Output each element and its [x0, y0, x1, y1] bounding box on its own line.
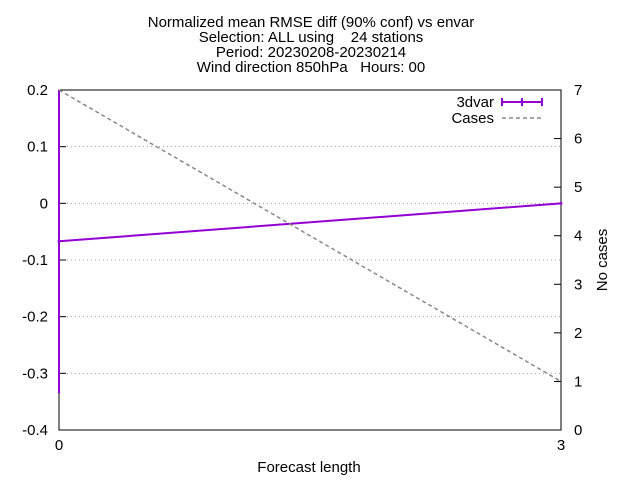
x-axis-label: Forecast length: [257, 459, 360, 476]
title-line-3: Period: 20230208-20230214: [216, 44, 406, 61]
y-tick-label: -0.3: [22, 365, 48, 382]
legend-label: 3dvar: [456, 94, 494, 111]
y-tick-label: 0.1: [27, 139, 48, 156]
y2-tick-label: 1: [574, 373, 582, 390]
series-layer: [57, 89, 563, 394]
y2-tick-label: 5: [574, 179, 582, 196]
y2-tick-label: 4: [574, 228, 582, 245]
y-tick-label: -0.1: [22, 252, 48, 269]
grid-lines: [59, 146, 561, 374]
y2-tick-label: 6: [574, 131, 582, 148]
y2-tick-label: 2: [574, 325, 582, 342]
title-line-4: Wind direction 850hPa Hours: 00: [197, 59, 425, 76]
x-tick-label: 3: [557, 437, 565, 454]
plot-border: [58, 89, 562, 431]
data-point: [57, 239, 61, 243]
y2-axis-label: No cases: [594, 229, 611, 292]
legend-label: Cases: [451, 110, 494, 127]
y-tick-label: 0.2: [27, 82, 48, 99]
y2-axis-ticks: 0 1 2 3 4 5 6 7: [554, 82, 582, 439]
y-axis-ticks: -0.4 -0.3 -0.2 -0.1 0 0.1 0.2: [22, 82, 66, 439]
series-line-cases: [58, 89, 562, 383]
y-tick-label: -0.4: [22, 422, 48, 439]
title-line-2: Selection: ALL using 24 stations: [199, 29, 424, 46]
y2-tick-label: 7: [574, 82, 582, 99]
series-line-3dvar: [58, 202, 562, 243]
title-line-1: Normalized mean RMSE diff (90% conf) vs …: [148, 14, 475, 31]
x-tick-label: 0: [55, 437, 63, 454]
y-tick-label: -0.2: [22, 309, 48, 326]
data-point: [559, 201, 563, 205]
y2-tick-label: 3: [574, 276, 582, 293]
chart-title: Normalized mean RMSE diff (90% conf) vs …: [148, 14, 475, 76]
y-tick-label: 0: [40, 195, 48, 212]
y2-tick-label: 0: [574, 422, 582, 439]
plot-frame: [58, 89, 562, 431]
